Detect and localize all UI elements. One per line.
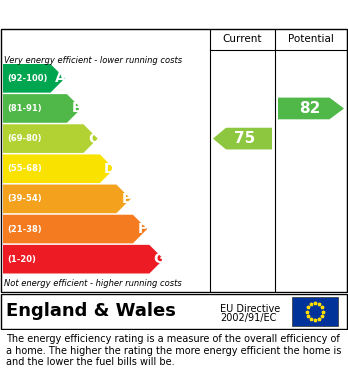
Bar <box>292 297 338 326</box>
Polygon shape <box>213 128 272 149</box>
Text: Current: Current <box>223 34 262 44</box>
Polygon shape <box>278 98 344 119</box>
Text: (81-91): (81-91) <box>7 104 42 113</box>
Text: (55-68): (55-68) <box>7 164 42 173</box>
Polygon shape <box>3 215 147 243</box>
Text: EU Directive: EU Directive <box>220 305 280 314</box>
Text: C: C <box>88 132 98 145</box>
Text: Not energy efficient - higher running costs: Not energy efficient - higher running co… <box>4 278 182 287</box>
Text: 2002/91/EC: 2002/91/EC <box>220 312 276 323</box>
Polygon shape <box>3 245 164 273</box>
Polygon shape <box>3 94 81 123</box>
Text: (69-80): (69-80) <box>7 134 41 143</box>
Text: The energy efficiency rating is a measure of the overall efficiency of a home. T: The energy efficiency rating is a measur… <box>6 334 341 367</box>
Text: England & Wales: England & Wales <box>6 303 176 321</box>
Text: A: A <box>55 71 66 85</box>
Text: (21-38): (21-38) <box>7 224 42 233</box>
Polygon shape <box>3 185 131 213</box>
Text: G: G <box>154 252 165 266</box>
Text: E: E <box>122 192 131 206</box>
Text: (92-100): (92-100) <box>7 74 47 83</box>
Polygon shape <box>3 124 98 153</box>
Text: B: B <box>72 101 82 115</box>
Text: (1-20): (1-20) <box>7 255 36 264</box>
Polygon shape <box>3 64 65 93</box>
Text: D: D <box>104 162 116 176</box>
Polygon shape <box>3 154 114 183</box>
Text: F: F <box>138 222 148 236</box>
Text: Potential: Potential <box>288 34 334 44</box>
Text: Very energy efficient - lower running costs: Very energy efficient - lower running co… <box>4 56 182 65</box>
Text: 75: 75 <box>234 131 255 146</box>
Text: Energy Efficiency Rating: Energy Efficiency Rating <box>8 7 218 22</box>
Text: 82: 82 <box>299 101 320 116</box>
Text: (39-54): (39-54) <box>7 194 42 203</box>
